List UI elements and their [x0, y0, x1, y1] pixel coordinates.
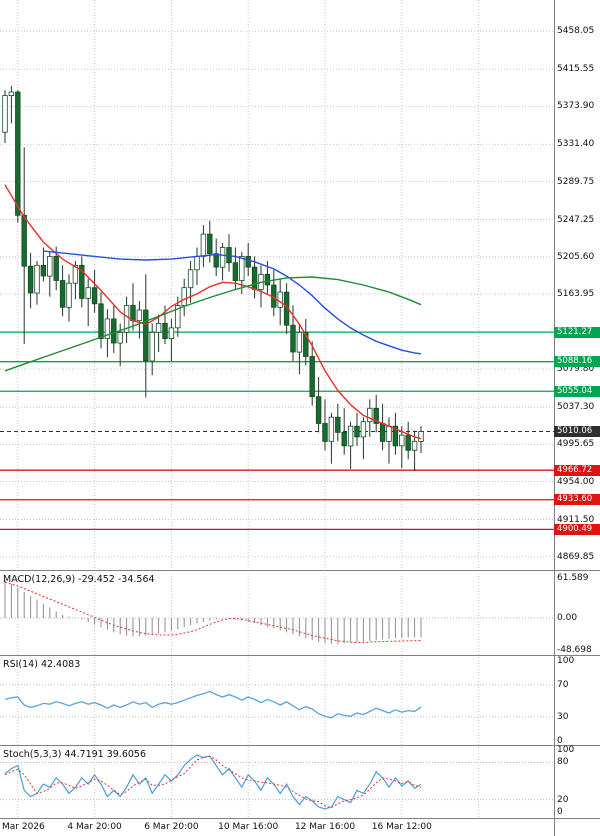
candle-down — [15, 91, 21, 216]
candle-up — [386, 425, 392, 442]
candle-up — [200, 233, 207, 257]
macd-indicator-label: MACD(12,26,9) -29.452 -34.564 — [3, 574, 155, 585]
ma-mid-blue-line — [43, 250, 422, 355]
stoch-d-line — [4, 755, 422, 809]
candle-up — [117, 331, 123, 344]
candle-up — [155, 322, 162, 333]
candle-down — [290, 324, 296, 353]
candle-down — [21, 214, 27, 267]
candle-up — [8, 91, 15, 96]
ma-slow-green-line — [4, 276, 422, 372]
candle-down — [392, 425, 399, 447]
candle-down — [322, 423, 328, 442]
candle-up — [360, 421, 367, 438]
stoch-k-line — [4, 754, 422, 810]
candle-down — [27, 265, 34, 294]
candle-down — [303, 331, 309, 357]
candle-up — [296, 331, 303, 353]
candle-down — [59, 280, 66, 308]
candle-up — [72, 264, 79, 284]
candle-down — [245, 255, 251, 268]
candle-down — [207, 233, 213, 255]
candle-down — [111, 318, 117, 344]
candle-up — [347, 425, 354, 447]
candle-up — [34, 264, 40, 294]
candle-up — [239, 255, 245, 281]
candle-up — [85, 287, 91, 299]
candle-down — [405, 434, 411, 451]
candle-down — [341, 431, 347, 447]
candle-down — [53, 255, 59, 281]
candle-down — [309, 356, 315, 398]
candle-up — [47, 255, 53, 277]
candle-down — [335, 416, 341, 433]
candle-down — [98, 303, 104, 339]
ma-fast-red-line — [4, 184, 422, 440]
candle-down — [130, 305, 136, 322]
rsi-line — [4, 690, 422, 719]
candle-down — [162, 322, 168, 339]
candle-up — [277, 291, 283, 308]
candle-up — [168, 327, 175, 339]
candle-down — [213, 253, 219, 268]
candle-down — [143, 309, 149, 362]
candle-up — [104, 318, 111, 339]
candle-down — [315, 396, 322, 424]
rsi-indicator-label: RSI(14) 42.4083 — [3, 659, 81, 670]
candle-down — [40, 264, 47, 277]
candle-up — [136, 309, 143, 322]
candle-up — [175, 305, 181, 329]
candle-down — [373, 407, 379, 424]
candle-down — [79, 264, 85, 299]
candle-down — [264, 273, 271, 286]
candle-up — [2, 95, 8, 133]
candle-up — [399, 434, 405, 447]
macd-signal-line — [4, 581, 422, 643]
candle-down — [379, 423, 386, 442]
candle-up — [181, 287, 187, 307]
candle-up — [194, 255, 200, 271]
candle-down — [354, 425, 360, 438]
candle-up — [123, 305, 130, 333]
candle-up — [187, 269, 194, 289]
candle-down — [232, 262, 239, 282]
candle-up — [66, 282, 72, 308]
candle-up — [367, 407, 373, 423]
candle-down — [91, 287, 98, 305]
candle-up — [219, 247, 226, 268]
candle-up — [418, 431, 424, 442]
candle-up — [149, 331, 155, 362]
candle-down — [251, 266, 258, 290]
stoch-indicator-label: Stoch(5,3,3) 44.7191 39.6056 — [3, 749, 147, 760]
candle-up — [411, 440, 418, 451]
candle-up — [328, 416, 335, 442]
